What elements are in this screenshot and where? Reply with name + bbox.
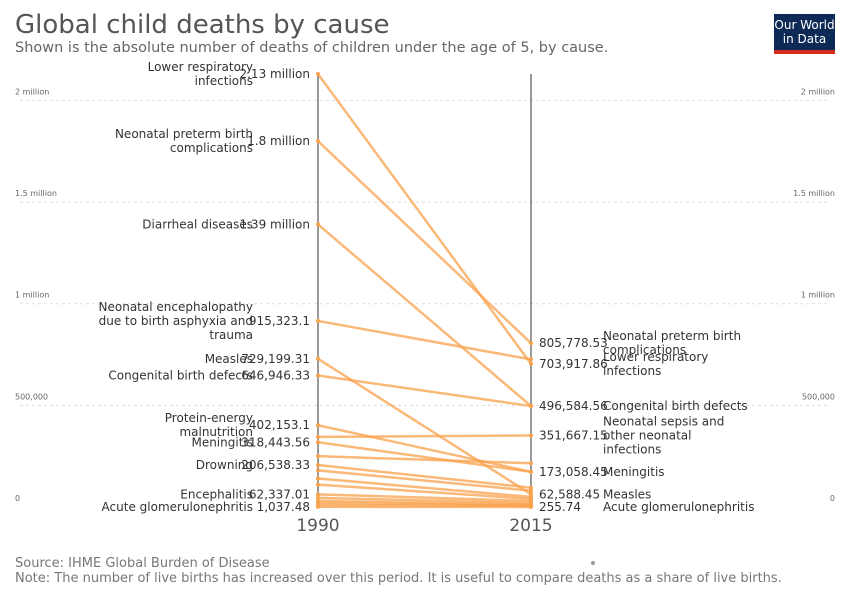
y-tick-label-right: 0 [830,494,835,503]
value-label-2015: 62,588.45 [539,487,600,501]
value-label-1990: 646,946.33 [241,368,310,382]
series-point-2015 [529,357,533,362]
value-label-2015: 351,667.15 [539,429,608,443]
series-line [317,493,532,503]
series-point-1990 [316,222,320,227]
series-line [317,463,532,489]
logo-line-2: in Data [782,32,827,46]
series-line [317,477,532,499]
value-label-2015: 173,058.45 [539,465,608,479]
series-name-right: Neonatal preterm birth complications [603,329,741,357]
series-line [316,73,533,365]
value-label-1990: 1.8 million [247,134,310,148]
series-name-left: Protein-energy malnutrition [165,411,253,439]
series-line [317,319,532,361]
chart-subtitle: Shown is the absolute number of deaths o… [15,40,609,56]
series-name-left: Measles [205,352,253,366]
y-tick-label-left: 2 million [15,87,49,96]
series-name-left: Acute glomerulonephritis [102,500,253,514]
series-point-1990 [316,454,320,459]
series-point-1990 [316,356,320,361]
value-label-1990: 402,153.1 [249,418,310,432]
x-label-2015: 2015 [509,516,552,536]
note-text: Note: The number of live births has incr… [15,571,782,586]
series-name-left: Drowning [196,458,253,472]
series-point-1990 [316,504,320,509]
series-point-1990 [316,492,320,497]
series-name-left: Encephalitis [180,487,253,501]
value-label-2015: 496,584.56 [539,399,608,413]
series-name-right: Acute glomerulonephritis [603,500,754,514]
series-name-left: Neonatal preterm birth complications [115,127,253,155]
series-point-2015 [529,404,533,409]
series-point-2015 [529,469,533,474]
chart-title: Global child deaths by cause [15,10,390,40]
series-point-2015 [529,433,533,438]
series-point-1990 [316,463,320,468]
series-point-1990 [316,318,320,323]
value-label-2015: 805,778.53 [539,336,608,350]
value-label-2015: 255.74 [539,500,581,514]
series-point-1990 [316,423,320,428]
series-name-left: Lower respiratory infections [148,60,253,88]
value-label-1990: 729,199.31 [241,352,310,366]
value-label-1990: 318,443.56 [241,435,310,449]
y-tick-label-right: 500,000 [802,392,835,401]
series-point-1990 [316,440,320,445]
series-point-1990 [316,468,320,473]
pagination-dot[interactable] [591,561,595,565]
value-label-1990: 1.39 million [239,217,310,231]
y-tick-label-left: 1.5 million [15,189,57,198]
y-tick-label-left: 1 million [15,291,49,300]
series-point-2015 [529,461,533,466]
series-point-2015 [529,488,533,493]
series-line [317,223,532,408]
series-point-2015 [529,341,533,346]
y-tick-label-right: 1 million [801,291,835,300]
series-name-left: Neonatal encephalopathy due to birth asph… [99,300,253,342]
series-point-2015 [529,485,533,490]
series-point-1990 [316,373,320,378]
series-point-1990 [316,72,320,76]
series-name-left: Meningitis [191,435,253,449]
series-line [317,454,532,465]
series-line [317,424,532,474]
series-name-left: Congenital birth defects [108,368,253,382]
value-label-1990: 915,323.1 [249,314,310,328]
value-label-1990: 1,037.48 [257,500,310,514]
y-tick-label-left: 500,000 [15,392,48,401]
value-label-1990: 206,538.33 [241,458,310,472]
y-tick-label-right: 1.5 million [793,189,835,198]
source-text[interactable]: Source: IHME Global Burden of Disease [15,556,270,571]
series-name-right: Measles [603,487,651,501]
series-name-right: Meningitis [603,465,665,479]
series-point-1990 [316,482,320,487]
y-tick-label-left: 0 [15,494,20,503]
series-point-1990 [316,476,320,481]
series-line [317,374,532,408]
series-line [317,469,532,492]
series-line [317,140,532,345]
owid-logo[interactable]: Our World in Data [774,14,835,54]
logo-line-1: Our World [774,18,835,32]
value-label-1990: 2.13 million [239,67,310,81]
series-point-1990 [316,495,320,500]
series-point-1990 [316,434,320,439]
series-name-right: Neonatal sepsis and other neonatal infecti… [603,415,724,457]
series-point-2015 [529,361,533,366]
series-point-2015 [529,504,533,509]
x-label-1990: 1990 [296,516,339,536]
series-line [317,496,532,505]
series-point-1990 [316,139,320,144]
value-label-1990: 62,337.01 [249,487,310,501]
series-line [317,441,532,474]
series-name-right: Lower respiratory infections [603,350,708,378]
series-name-left: Diarrheal diseases [142,217,253,231]
series-line [317,483,532,501]
value-label-2015: 703,917.86 [539,357,608,371]
y-tick-label-right: 2 million [801,87,835,96]
series-line [317,434,532,439]
series-name-right: Congenital birth defects [603,399,748,413]
